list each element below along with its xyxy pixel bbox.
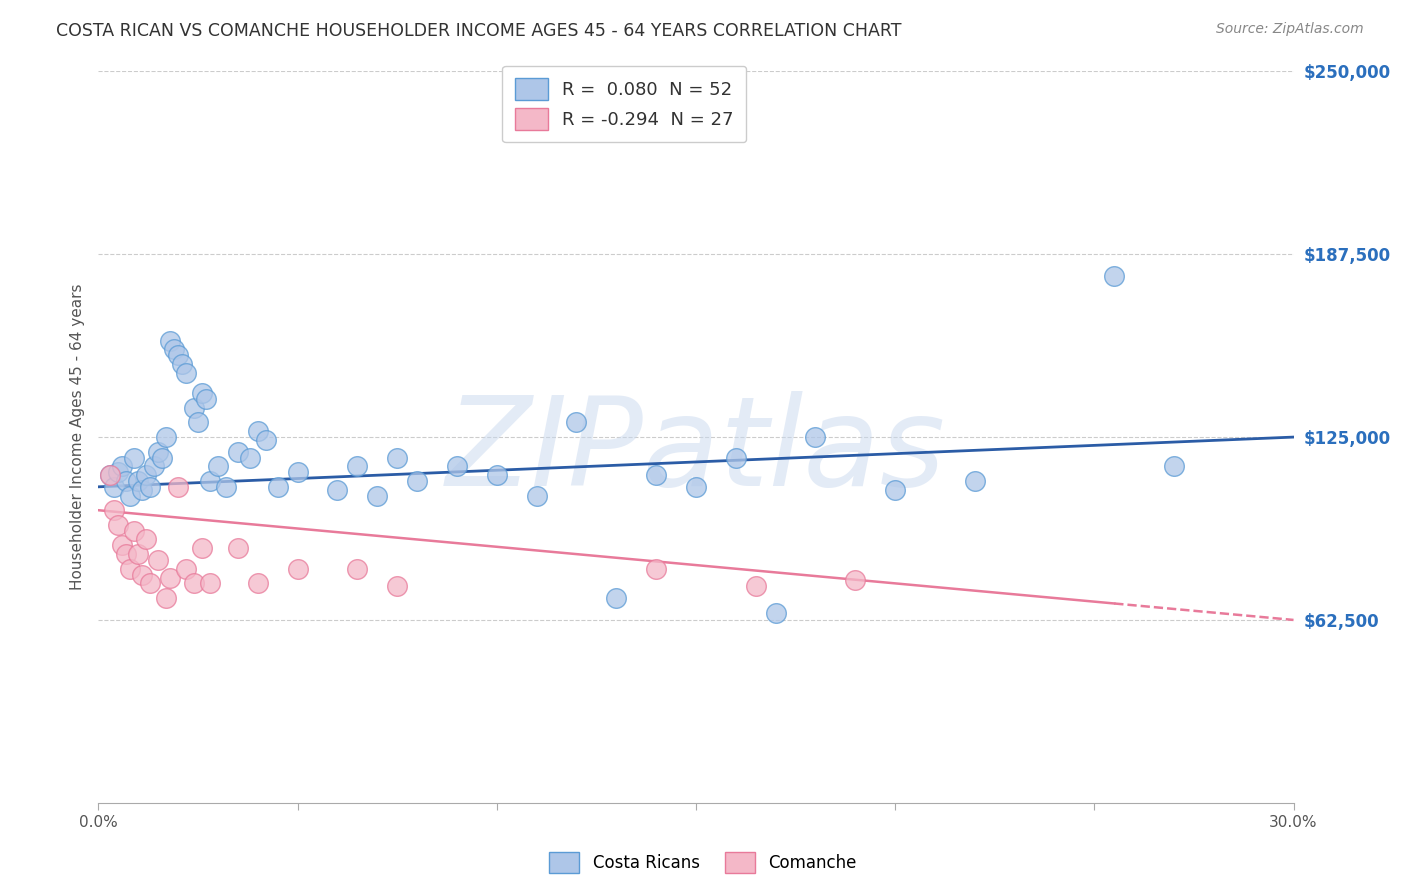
Point	[127, 547, 149, 561]
Legend: Costa Ricans, Comanche: Costa Ricans, Comanche	[543, 846, 863, 880]
Point	[111, 538, 134, 552]
Point	[167, 480, 190, 494]
Point	[167, 348, 190, 362]
Point	[159, 334, 181, 348]
Point	[143, 459, 166, 474]
Point	[120, 489, 142, 503]
Point	[645, 562, 668, 576]
Point	[187, 416, 209, 430]
Point	[172, 357, 194, 371]
Point	[724, 450, 747, 465]
Point	[645, 468, 668, 483]
Point	[215, 480, 238, 494]
Point	[148, 553, 170, 567]
Point	[98, 468, 122, 483]
Point	[254, 433, 277, 447]
Point	[226, 541, 249, 556]
Point	[207, 459, 229, 474]
Point	[174, 366, 197, 380]
Point	[124, 450, 146, 465]
Point	[1163, 459, 1185, 474]
Point	[111, 459, 134, 474]
Point	[155, 430, 177, 444]
Point	[183, 401, 205, 415]
Point	[127, 474, 149, 488]
Point	[115, 547, 138, 561]
Point	[98, 468, 122, 483]
Point	[107, 517, 129, 532]
Point	[267, 480, 290, 494]
Point	[366, 489, 388, 503]
Point	[120, 562, 142, 576]
Point	[150, 450, 173, 465]
Point	[183, 576, 205, 591]
Point	[163, 343, 186, 357]
Text: COSTA RICAN VS COMANCHE HOUSEHOLDER INCOME AGES 45 - 64 YEARS CORRELATION CHART: COSTA RICAN VS COMANCHE HOUSEHOLDER INCO…	[56, 22, 901, 40]
Point	[526, 489, 548, 503]
Point	[135, 468, 157, 483]
Point	[745, 579, 768, 593]
Point	[963, 474, 986, 488]
Point	[191, 541, 214, 556]
Point	[103, 480, 125, 494]
Point	[605, 591, 627, 605]
Point	[124, 524, 146, 538]
Point	[685, 480, 707, 494]
Point	[804, 430, 827, 444]
Point	[115, 474, 138, 488]
Point	[1104, 269, 1126, 284]
Point	[765, 606, 787, 620]
Point	[191, 386, 214, 401]
Point	[346, 459, 368, 474]
Point	[226, 444, 249, 458]
Point	[326, 483, 349, 497]
Point	[135, 533, 157, 547]
Point	[406, 474, 429, 488]
Point	[155, 591, 177, 605]
Point	[246, 576, 269, 591]
Point	[287, 465, 309, 479]
Point	[385, 450, 409, 465]
Point	[198, 576, 221, 591]
Point	[131, 567, 153, 582]
Point	[844, 574, 866, 588]
Y-axis label: Householder Income Ages 45 - 64 years: Householder Income Ages 45 - 64 years	[69, 284, 84, 591]
Point	[174, 562, 197, 576]
Point	[198, 474, 221, 488]
Text: Source: ZipAtlas.com: Source: ZipAtlas.com	[1216, 22, 1364, 37]
Point	[103, 503, 125, 517]
Point	[246, 424, 269, 438]
Point	[287, 562, 309, 576]
Legend: R =  0.080  N = 52, R = -0.294  N = 27: R = 0.080 N = 52, R = -0.294 N = 27	[502, 66, 747, 143]
Point	[107, 465, 129, 479]
Point	[139, 480, 162, 494]
Point	[884, 483, 907, 497]
Point	[346, 562, 368, 576]
Point	[195, 392, 218, 406]
Point	[131, 483, 153, 497]
Point	[159, 570, 181, 584]
Point	[565, 416, 588, 430]
Point	[139, 576, 162, 591]
Point	[446, 459, 468, 474]
Text: ZIPatlas: ZIPatlas	[446, 392, 946, 512]
Point	[239, 450, 262, 465]
Point	[385, 579, 409, 593]
Point	[148, 444, 170, 458]
Point	[485, 468, 508, 483]
